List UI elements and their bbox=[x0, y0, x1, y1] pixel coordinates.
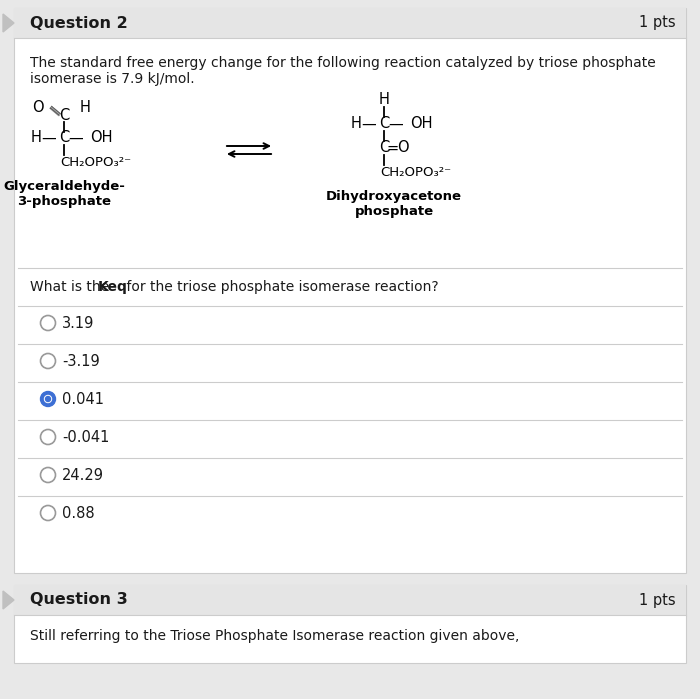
Circle shape bbox=[41, 505, 55, 521]
Text: -3.19: -3.19 bbox=[62, 354, 99, 368]
Text: =: = bbox=[387, 140, 399, 155]
Text: H: H bbox=[80, 101, 91, 115]
Text: CH₂OPO₃²⁻: CH₂OPO₃²⁻ bbox=[380, 166, 451, 178]
Circle shape bbox=[41, 429, 55, 445]
Text: phosphate: phosphate bbox=[354, 205, 433, 218]
Circle shape bbox=[41, 315, 55, 331]
Text: ‖: ‖ bbox=[48, 103, 62, 117]
Text: O: O bbox=[32, 101, 44, 115]
Text: Keq: Keq bbox=[98, 280, 128, 294]
Text: C: C bbox=[59, 131, 69, 145]
Text: 1 pts: 1 pts bbox=[639, 15, 676, 31]
Text: CH₂OPO₃²⁻: CH₂OPO₃²⁻ bbox=[60, 155, 131, 168]
Bar bbox=[14, 585, 686, 663]
Text: What is the: What is the bbox=[30, 280, 113, 294]
Text: for the triose phosphate isomerase reaction?: for the triose phosphate isomerase react… bbox=[122, 280, 439, 294]
Text: OH: OH bbox=[410, 117, 433, 131]
Text: 24.29: 24.29 bbox=[62, 468, 104, 482]
Text: 0.041: 0.041 bbox=[62, 391, 104, 407]
Text: —: — bbox=[41, 131, 57, 145]
Text: Dihydroxyacetone: Dihydroxyacetone bbox=[326, 190, 462, 203]
Text: Question 2: Question 2 bbox=[30, 15, 127, 31]
Circle shape bbox=[45, 396, 52, 403]
Circle shape bbox=[41, 391, 55, 407]
Text: 3.19: 3.19 bbox=[62, 315, 94, 331]
Text: Glyceraldehyde-: Glyceraldehyde- bbox=[3, 180, 125, 193]
Text: C: C bbox=[379, 140, 389, 155]
Circle shape bbox=[46, 396, 50, 401]
Text: C: C bbox=[379, 117, 389, 131]
Circle shape bbox=[41, 354, 55, 368]
Text: OH: OH bbox=[90, 131, 113, 145]
Text: 0.88: 0.88 bbox=[62, 505, 94, 521]
Text: C: C bbox=[59, 108, 69, 124]
Text: 3-phosphate: 3-phosphate bbox=[17, 195, 111, 208]
Text: —: — bbox=[69, 131, 83, 145]
Text: Question 3: Question 3 bbox=[30, 593, 127, 607]
Text: isomerase is 7.9 kJ/mol.: isomerase is 7.9 kJ/mol. bbox=[30, 72, 195, 86]
Polygon shape bbox=[3, 14, 14, 32]
Polygon shape bbox=[3, 591, 14, 609]
Text: —: — bbox=[389, 117, 403, 131]
Text: H: H bbox=[379, 92, 389, 108]
Text: H: H bbox=[31, 131, 42, 145]
Text: O: O bbox=[397, 140, 409, 155]
Text: —: — bbox=[362, 117, 377, 131]
Circle shape bbox=[41, 468, 55, 482]
Text: H: H bbox=[351, 117, 362, 131]
Bar bbox=[14, 8, 686, 573]
Text: 1 pts: 1 pts bbox=[639, 593, 676, 607]
Text: Still referring to the Triose Phosphate Isomerase reaction given above,: Still referring to the Triose Phosphate … bbox=[30, 629, 519, 643]
Bar bbox=[14, 8, 686, 38]
Text: The standard free energy change for the following reaction catalyzed by triose p: The standard free energy change for the … bbox=[30, 56, 656, 70]
Bar bbox=[14, 585, 686, 615]
Text: -0.041: -0.041 bbox=[62, 429, 109, 445]
